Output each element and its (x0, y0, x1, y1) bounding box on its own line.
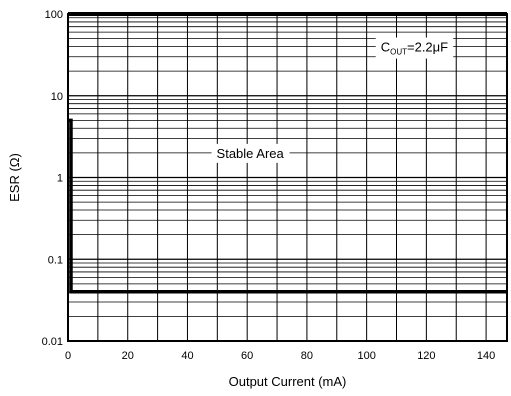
x-tick-label: 140 (477, 350, 495, 362)
stable-area-annotation: Stable Area (211, 143, 290, 163)
y-tick-labels: 100 10 1 0.1 0.01 (42, 9, 63, 348)
y-tick-label: 100 (45, 9, 63, 21)
grid-lines (68, 14, 507, 341)
stable-area-label: Stable Area (217, 146, 285, 161)
y-tick-label: 1 (57, 173, 63, 185)
x-tick-label: 20 (122, 350, 134, 362)
cout-subscript: OUT (390, 48, 407, 57)
x-tick-labels: 0 20 40 60 80 100 120 140 (65, 350, 495, 362)
y-tick-label: 0.1 (48, 254, 63, 266)
x-tick-label: 60 (241, 350, 253, 362)
cout-value: =2.2μF (407, 40, 448, 55)
x-axis-label: Output Current (mA) (229, 374, 347, 389)
y-tick-label: 10 (51, 91, 63, 103)
lower-esr-boundary (68, 118, 507, 294)
svg-text:COUT=2.2μF: COUT=2.2μF (381, 40, 448, 57)
y-tick-label: 0.01 (42, 336, 63, 348)
x-tick-label: 80 (301, 350, 313, 362)
x-tick-label: 40 (181, 350, 193, 362)
cout-annotation: COUT=2.2μF (375, 37, 454, 59)
y-axis-label: ESR (Ω) (7, 153, 22, 202)
x-tick-label: 120 (417, 350, 435, 362)
cout-symbol: C (381, 40, 390, 55)
x-tick-label: 0 (65, 350, 71, 362)
x-tick-label: 100 (357, 350, 375, 362)
plot-frame (67, 13, 508, 342)
